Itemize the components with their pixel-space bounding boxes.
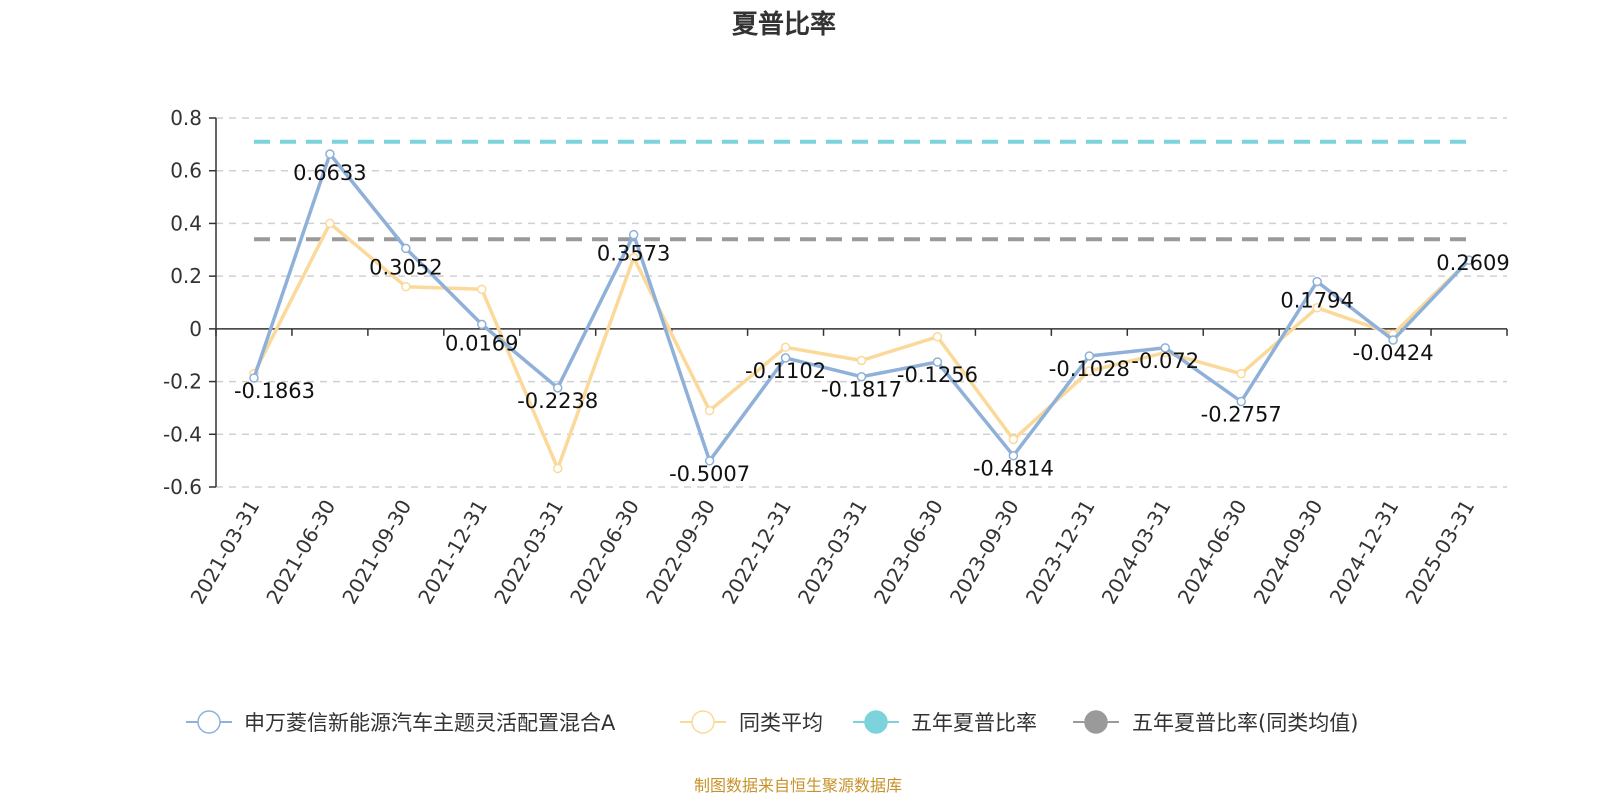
data-point[interactable]: [552, 383, 563, 393]
data-point[interactable]: [249, 373, 259, 383]
y-tick-label: 0.2: [170, 264, 202, 288]
data-point[interactable]: [552, 463, 563, 474]
data-label: 0.3052: [369, 255, 442, 279]
data-point[interactable]: [628, 229, 639, 240]
x-tick-label: 2024-06-30: [1173, 496, 1252, 609]
data-label: -0.4814: [973, 457, 1054, 481]
data-point[interactable]: [1084, 366, 1095, 376]
data-point[interactable]: [780, 353, 791, 363]
data-point[interactable]: [1084, 351, 1095, 361]
y-tick-label: 0.8: [170, 106, 202, 130]
x-tick-label: 2022-06-30: [565, 496, 644, 609]
data-point[interactable]: [932, 332, 943, 342]
data-label: -0.2238: [517, 389, 598, 413]
data-label: 0.1794: [1280, 289, 1353, 313]
data-label: -0.072: [1131, 349, 1199, 373]
data-point[interactable]: [704, 456, 715, 466]
data-label: -0.0424: [1353, 341, 1434, 365]
data-label: -0.1102: [745, 359, 826, 383]
data-point[interactable]: [1388, 335, 1398, 345]
x-tick-label: 2024-12-31: [1325, 496, 1404, 609]
data-label: 0.3573: [597, 242, 670, 266]
legend-label[interactable]: 五年夏普比率: [911, 711, 1037, 735]
data-label: 0.6633: [293, 161, 366, 185]
x-tick-label: 2023-06-30: [869, 496, 948, 609]
x-tick-label: 2024-09-30: [1249, 496, 1328, 609]
data-point[interactable]: [477, 284, 487, 295]
x-tick-label: 2023-12-31: [1021, 496, 1100, 609]
x-tick-label: 2025-03-31: [1400, 496, 1479, 609]
chart-title: 夏普比率: [732, 9, 836, 40]
data-point[interactable]: [477, 319, 487, 330]
legend[interactable]: 申万菱信新能源汽车主题灵活配置混合A 同类平均 五年夏普比率 五年夏普比率(同类均值): [186, 710, 1358, 735]
x-tick-label: 2021-09-30: [337, 495, 416, 608]
data-point[interactable]: [1008, 450, 1019, 461]
data-point[interactable]: [932, 357, 943, 367]
data-point[interactable]: [1160, 343, 1171, 353]
x-tick-label: 2022-09-30: [641, 496, 720, 609]
x-tick-label: 2021-03-31: [185, 496, 264, 609]
x-tick-label: 2022-12-31: [717, 496, 796, 609]
reference-lines: [253, 139, 1470, 242]
data-point[interactable]: [856, 371, 867, 382]
data-label: -0.2757: [1201, 403, 1282, 427]
data-point[interactable]: [1464, 255, 1474, 265]
data-labels: -0.1863 0.6633 0.3052 0.0169 -0.2238 0.3573 -0…: [234, 161, 1510, 486]
data-point[interactable]: [1312, 303, 1322, 313]
data-point[interactable]: [325, 218, 335, 229]
data-label: -0.1817: [821, 378, 902, 402]
x-tick-label: 2023-03-31: [793, 496, 872, 609]
legend-label[interactable]: 五年夏普比率(同类均值): [1132, 711, 1358, 735]
y-tick-label: 0.6: [170, 159, 202, 183]
x-tick-label: 2022-03-31: [489, 496, 568, 609]
data-point[interactable]: [401, 281, 411, 292]
x-tick-label: 2021-12-31: [413, 496, 492, 609]
data-point[interactable]: [1312, 276, 1322, 287]
x-tick-label: 2024-03-31: [1097, 496, 1176, 609]
data-point[interactable]: [628, 252, 639, 263]
x-tick-label: 2023-09-30: [945, 496, 1024, 609]
data-source-note: 制图数据来自恒生聚源数据库: [694, 776, 902, 795]
legend-marker[interactable]: [1084, 710, 1108, 734]
y-tick-label: 0: [189, 317, 202, 341]
legend-label[interactable]: 同类平均: [739, 711, 823, 735]
data-point[interactable]: [1008, 434, 1019, 445]
data-label: -0.1863: [234, 379, 315, 403]
data-point[interactable]: [1236, 368, 1246, 379]
data-label: 0.0169: [445, 331, 518, 355]
data-label: -0.1028: [1049, 357, 1130, 381]
data-label: -0.1256: [897, 363, 978, 387]
y-tick-label: -0.6: [163, 475, 202, 499]
y-tick-label: -0.2: [163, 370, 202, 394]
legend-marker[interactable]: [691, 710, 715, 734]
data-label: 0.2609: [1436, 251, 1509, 275]
data-point[interactable]: [780, 342, 791, 353]
y-tick-label: -0.4: [163, 422, 202, 446]
data-point[interactable]: [1236, 396, 1246, 407]
legend-marker[interactable]: [197, 710, 221, 734]
y-tick-label: 0.4: [170, 211, 202, 235]
x-tick-label: 2021-06-30: [261, 496, 340, 609]
data-label: -0.5007: [669, 462, 750, 486]
data-point[interactable]: [325, 149, 335, 159]
series-lines: [249, 149, 1474, 474]
data-point[interactable]: [401, 243, 411, 254]
data-point[interactable]: [704, 405, 715, 416]
legend-label[interactable]: 申万菱信新能源汽车主题灵活配置混合A: [244, 711, 616, 735]
data-point[interactable]: [856, 355, 867, 366]
legend-marker[interactable]: [864, 710, 888, 734]
